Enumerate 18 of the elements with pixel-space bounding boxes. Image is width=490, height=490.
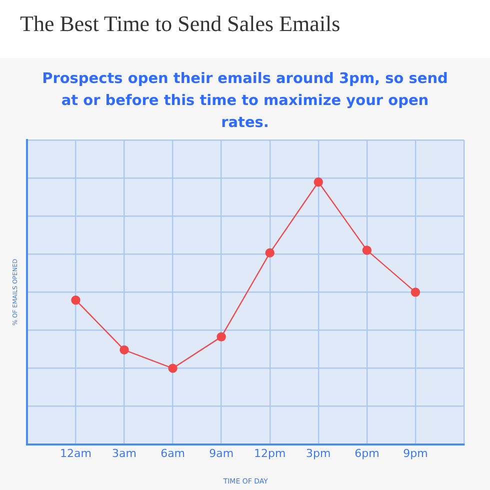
x-tick-label: 6pm [354, 446, 380, 460]
point [120, 345, 129, 355]
x-tick-label: 9am [209, 446, 234, 460]
x-tick-label: 3am [112, 446, 136, 460]
point [71, 295, 80, 305]
point [265, 248, 274, 258]
x-tick-label: 9pm [403, 446, 428, 460]
chart-title: The Best Time to Send Sales Emails [0, 0, 490, 58]
point [168, 364, 178, 373]
point [216, 332, 226, 342]
chart-subtitle: Prospects open their emails around 3pm, so send at or before this time to maximize your open rates. [41, 70, 449, 131]
x-tick-label: 6am [160, 446, 186, 460]
point [314, 177, 323, 187]
point [362, 246, 372, 255]
x-tick-label: 3pm [306, 446, 331, 460]
x-tick-label: 12am [60, 446, 92, 460]
point [410, 288, 420, 297]
x-tick-label: 12pm [254, 446, 286, 460]
